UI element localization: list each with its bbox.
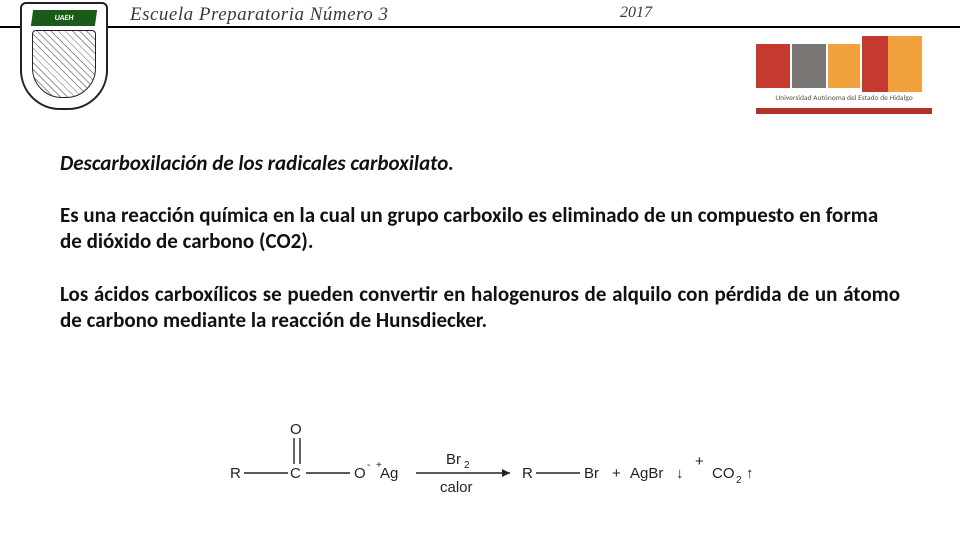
chemical-equation: .t { font-family: Arial, sans-serif; fon… [230,420,770,508]
content-paragraph-1: Es una reacción química en la cual un gr… [60,202,900,255]
content-heading: Descarboxilación de los radicales carbox… [60,150,900,176]
svg-text:-: - [367,460,370,471]
eq-product-br: Br [584,465,599,482]
eq-top-o: O [290,421,302,438]
eq-plus-2: + [695,453,704,470]
uaeh-subtitle: Universidad Autónoma del Estado de Hidal… [756,94,932,103]
eq-arrow-down: ↓ [676,465,684,482]
uaeh-letter-u [756,44,790,88]
uaeh-mark: Universidad Autónoma del Estado de Hidal… [756,36,936,120]
eq-arrow-up: ↑ [746,465,754,482]
content-paragraph-2: Los ácidos carboxílicos se pueden conver… [60,281,900,334]
header-bar: Escuela Preparatoria Número 3 2017 [0,0,960,28]
uaeh-underline [756,108,932,114]
uaeh-letter-a [792,44,826,88]
eq-ag: Ag [380,465,398,482]
shield-icon: UAEH [20,2,108,110]
logo-uaeh: Universidad Autónoma del Estado de Hidal… [756,36,936,120]
eq-product-co2-sub: 2 [736,475,742,486]
eq-product-agbr: AgBr [630,465,663,482]
chemical-equation-svg: .t { font-family: Arial, sans-serif; fon… [230,420,770,508]
eq-reagent-bottom: calor [440,479,473,496]
eq-c: C [290,465,301,482]
logo-institution-shield: UAEH [20,2,108,112]
eq-product-r: R [522,465,533,482]
header-title: Escuela Preparatoria Número 3 [130,4,389,26]
shield-body [32,30,96,98]
eq-reagent-top: Br [446,451,461,468]
uaeh-letter-e [828,44,860,88]
shield-banner: UAEH [31,10,97,26]
eq-o-minus: O [354,465,366,482]
eq-r-left: R [230,465,241,482]
eq-product-co2: CO [712,465,735,482]
eq-plus-1: + [612,465,621,482]
slide-content: Descarboxilación de los radicales carbox… [60,150,900,333]
header-year: 2017 [620,4,652,22]
eq-reagent-top-sub: 2 [464,460,470,471]
uaeh-letter-h [862,36,888,92]
